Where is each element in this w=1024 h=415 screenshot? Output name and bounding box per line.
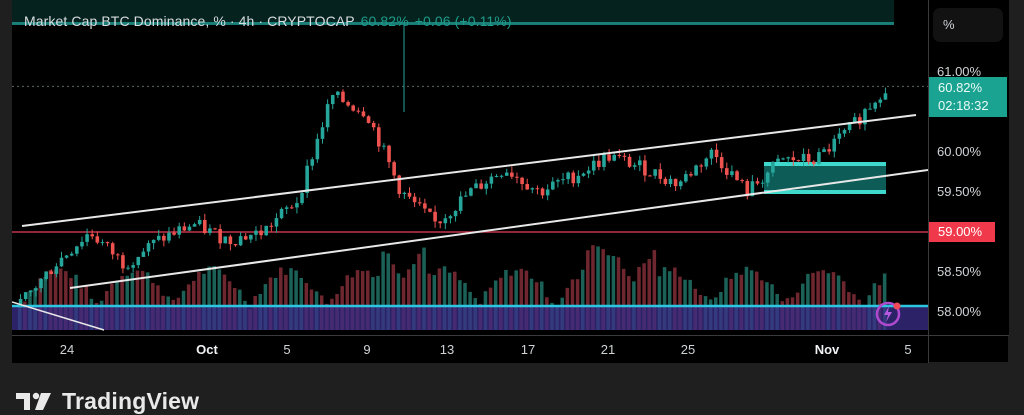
- price-change: +0.06 (+0.11%): [414, 13, 512, 29]
- bar-countdown: 02:18:32: [938, 98, 989, 113]
- time-axis[interactable]: 24 Oct 5 9 13 17 21 25 Nov 5: [12, 335, 928, 363]
- tradingview-logo-icon: [16, 392, 51, 410]
- brand-name: TradingView: [62, 387, 200, 414]
- price-tick: 60.00%: [937, 144, 982, 159]
- time-label: 21: [600, 342, 616, 357]
- axis-corner: [928, 335, 1009, 363]
- time-label: 17: [520, 342, 536, 357]
- support-level-tag: 59.00%: [929, 222, 995, 242]
- header-band: [12, 0, 894, 24]
- last-price-value: 60.82%: [938, 80, 983, 95]
- time-label: Oct: [196, 342, 218, 357]
- time-label: 5: [283, 342, 291, 357]
- price-tick: 61.00%: [937, 64, 982, 79]
- last-price-tag: 60.82% 02:18:32: [929, 77, 1007, 117]
- price-tick: 58.00%: [937, 304, 982, 319]
- chart-frame: Market Cap BTC Dominance, % · 4h · CRYPT…: [12, 0, 1009, 363]
- alert-lightning-icon[interactable]: [874, 298, 904, 328]
- symbol-title: Market Cap BTC Dominance, % · 4h · CRYPT…: [24, 13, 355, 29]
- header-band-line: [12, 22, 894, 25]
- price-tick: 59.50%: [937, 184, 982, 199]
- time-label: 24: [59, 342, 75, 357]
- time-label: 25: [680, 342, 696, 357]
- price-tick: 58.50%: [937, 264, 982, 279]
- price-axis[interactable]: % 61.00% 60.50% 60.00% 59.50% 58.50% 58.…: [928, 0, 1009, 335]
- last-value: 60.82%: [360, 13, 409, 29]
- tradingview-brand[interactable]: TradingView: [16, 388, 199, 414]
- time-label: 5: [904, 342, 912, 357]
- unit-button[interactable]: %: [933, 8, 1003, 42]
- time-label: 9: [363, 342, 371, 357]
- candlestick-chart[interactable]: [12, 0, 928, 335]
- chart-legend[interactable]: Market Cap BTC Dominance, % · 4h · CRYPT…: [24, 13, 512, 29]
- time-label: Nov: [814, 342, 840, 357]
- chart-plot-area[interactable]: Market Cap BTC Dominance, % · 4h · CRYPT…: [12, 0, 928, 335]
- time-label: 13: [439, 342, 455, 357]
